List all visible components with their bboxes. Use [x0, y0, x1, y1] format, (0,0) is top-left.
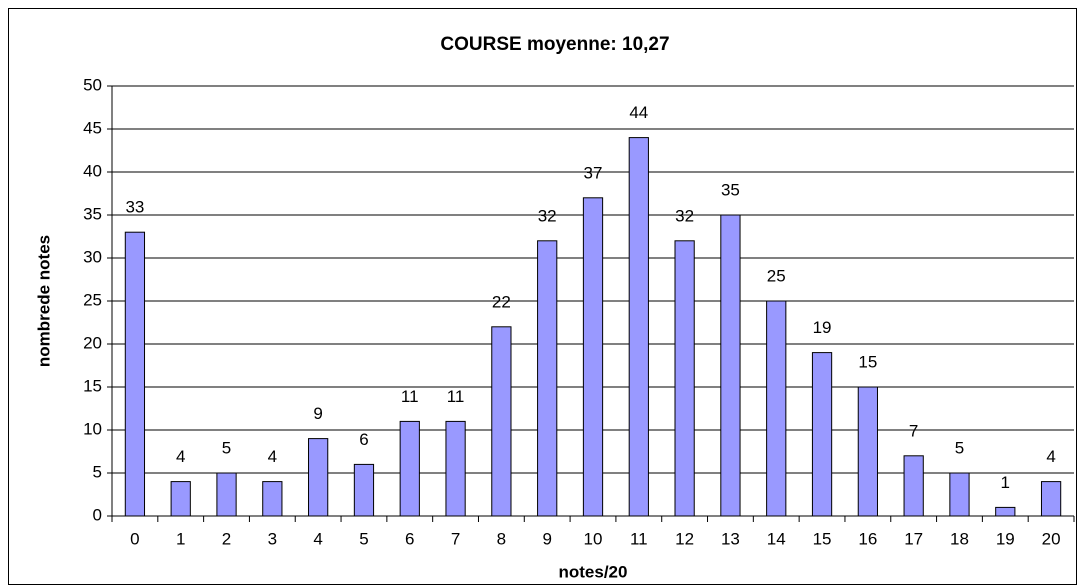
data-label: 15	[858, 352, 877, 371]
data-label: 32	[538, 206, 557, 225]
bar	[262, 481, 283, 517]
x-tick-label: 8	[497, 529, 506, 548]
x-tick-label: 16	[858, 529, 877, 548]
y-tick-label: 50	[83, 75, 102, 94]
x-tick-label: 1	[176, 529, 185, 548]
y-tick-label: 10	[83, 419, 102, 438]
bar	[399, 420, 420, 517]
data-label: 44	[629, 103, 648, 122]
data-label: 7	[909, 421, 918, 440]
data-label: 6	[359, 430, 368, 449]
x-tick-label: 14	[767, 529, 786, 548]
y-tick-label: 0	[93, 505, 102, 524]
data-label: 22	[492, 292, 511, 311]
x-tick-label: 6	[405, 529, 414, 548]
x-tick-label: 17	[904, 529, 923, 548]
bar	[353, 463, 375, 517]
bar	[170, 481, 191, 517]
y-tick-label: 40	[83, 161, 102, 180]
x-tick-label: 7	[451, 529, 460, 548]
bar	[537, 240, 558, 517]
bar	[445, 420, 466, 517]
x-tick-label: 10	[584, 529, 603, 548]
x-tick-label: 4	[313, 529, 322, 548]
bar	[766, 300, 787, 517]
data-label: 1	[1001, 473, 1010, 492]
data-label: 5	[955, 438, 964, 457]
x-tick-label: 13	[721, 529, 740, 548]
x-tick-label: 19	[996, 529, 1015, 548]
bar	[491, 326, 512, 517]
bar	[949, 472, 970, 517]
data-label: 4	[176, 447, 185, 466]
bar	[903, 455, 924, 517]
data-label: 11	[447, 387, 465, 406]
data-label: 11	[401, 387, 419, 406]
bar	[308, 438, 329, 517]
x-tick-label: 3	[268, 529, 277, 548]
data-label: 33	[125, 198, 144, 217]
bar	[1040, 481, 1062, 517]
bar	[674, 240, 695, 517]
bar	[811, 352, 833, 517]
y-tick-label: 35	[83, 204, 102, 223]
x-tick-label: 0	[130, 529, 139, 548]
bar	[720, 214, 741, 517]
x-tick-label: 20	[1042, 529, 1061, 548]
data-label: 5	[222, 438, 231, 457]
y-tick-label: 25	[83, 290, 102, 309]
x-tick-label: 12	[675, 529, 694, 548]
data-label: 9	[313, 404, 322, 423]
bar	[857, 386, 878, 517]
data-label: 4	[268, 447, 277, 466]
x-tick-label: 15	[813, 529, 832, 548]
data-label: 25	[767, 266, 786, 285]
x-tick-label: 11	[630, 529, 648, 548]
x-tick-label: 2	[222, 529, 231, 548]
bar	[216, 472, 237, 517]
y-axis-label: nombrede notes	[34, 235, 53, 367]
chart-title: COURSE moyenne: 10,27	[440, 34, 669, 55]
data-label: 35	[721, 180, 740, 199]
y-tick-label: 15	[83, 376, 102, 395]
bar	[124, 231, 146, 517]
bar	[628, 137, 649, 517]
data-label: 4	[1046, 447, 1055, 466]
data-label: 37	[584, 163, 603, 182]
y-tick-label: 20	[83, 333, 102, 352]
data-label: 32	[675, 206, 694, 225]
y-tick-label: 30	[83, 247, 102, 266]
x-tick-label: 9	[542, 529, 551, 548]
bar	[582, 197, 604, 517]
y-tick-label: 45	[83, 118, 102, 137]
x-tick-label: 18	[950, 529, 969, 548]
bar	[995, 506, 1016, 517]
data-label: 19	[813, 318, 832, 337]
x-tick-label: 5	[359, 529, 368, 548]
y-tick-label: 5	[93, 462, 102, 481]
x-axis-label: notes/20	[559, 562, 628, 581]
